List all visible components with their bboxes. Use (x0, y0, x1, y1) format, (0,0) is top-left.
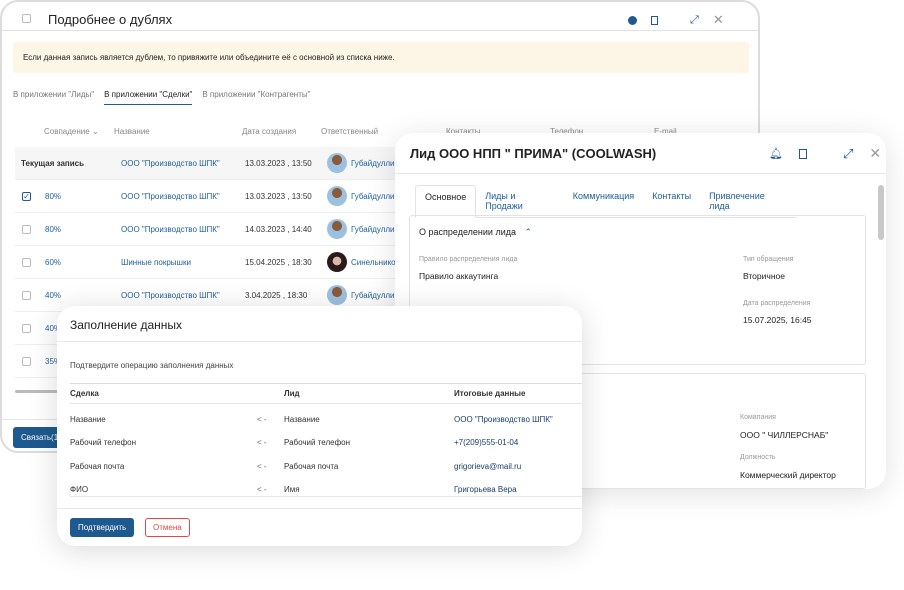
deal-name-link[interactable]: ООО "Производство ШПК" (121, 225, 220, 234)
dialog-subtitle: Подтвердите операцию заполнения данных (70, 361, 234, 370)
match-value: 80% (45, 225, 62, 234)
match-value: 40% (45, 324, 62, 333)
match-value: 80% (45, 192, 62, 201)
avatar (327, 285, 347, 305)
row-checkbox[interactable] (22, 258, 31, 267)
arrow-left-icon: < - (257, 484, 267, 494)
match-value: 60% (45, 258, 62, 267)
col-date: Дата создания (242, 127, 297, 136)
deal-name-link[interactable]: ООО "Производство ШПК" (121, 192, 220, 201)
app-tabs: В приложении "Лиды" В приложении "Сделки… (13, 90, 310, 105)
tab-acquisition[interactable]: Привлечение лида (709, 191, 765, 211)
avatar (327, 153, 347, 173)
cancel-button[interactable]: Отмена (145, 518, 190, 537)
created-date: 14.03.2023 , 14:40 (245, 225, 312, 234)
close-icon[interactable]: ✕ (712, 12, 724, 27)
tab-contacts[interactable]: Контакты (652, 191, 692, 201)
owner-link[interactable]: Губайдуллин (351, 291, 399, 300)
table-row[interactable]: ✓ 80% ООО "Производство ШПК" 13.03.2023 , 1… (15, 180, 755, 213)
document-icon[interactable] (798, 148, 807, 159)
table-row[interactable]: 80% ООО "Производство ШПК" 14.03.2023 , 14… (15, 213, 755, 246)
document-icon[interactable] (651, 15, 658, 25)
col-match[interactable]: Совпадение ⌄ (44, 127, 99, 136)
match-value: 35% (45, 357, 62, 366)
owner-link[interactable]: Губайдуллин (351, 225, 399, 234)
col-email: E-mail (654, 127, 677, 136)
expand-icon[interactable]: ⤢ (690, 13, 699, 26)
arrow-left-icon: < - (257, 415, 267, 424)
window-title: Подробнее о дублях (48, 12, 173, 27)
plus-circle-icon[interactable] (628, 15, 637, 25)
row-checkbox[interactable] (22, 324, 31, 333)
dialog-title: Заполнение данных (70, 318, 183, 332)
owner-link[interactable]: Губайдуллин (351, 192, 399, 201)
row-checkbox[interactable] (22, 291, 31, 300)
created-date: 15.04.2025 , 18:30 (245, 258, 312, 267)
lead-title: Лид ООО НПП " ПРИМА" (COOLWASH) (410, 146, 657, 161)
avatar (327, 186, 347, 206)
match-value: Текущая запись (21, 159, 85, 168)
chevron-up-icon: ⌃ (524, 227, 533, 237)
match-value: 40% (45, 291, 62, 300)
col-contacts: Контакты (446, 127, 481, 136)
tab-communication[interactable]: Коммуникация (572, 191, 635, 201)
col-owner: Ответственный (321, 127, 379, 136)
row-checkbox[interactable] (22, 225, 31, 234)
table-row[interactable]: 60% Шинные покрышки 15.04.2025 , 18:30 Сине… (15, 246, 755, 279)
close-icon[interactable]: ✕ (869, 145, 882, 161)
chevron-down-icon: ⌄ (91, 127, 99, 136)
link-button[interactable]: Связать(1) (13, 427, 69, 448)
col-phone: Телефон (550, 127, 584, 136)
deal-name-link[interactable]: ООО "Производство ШПК" (121, 159, 220, 168)
deal-name-link[interactable]: Шинные покрышки (121, 258, 191, 267)
tab-leads[interactable]: В приложении "Лиды" (13, 90, 95, 99)
bell-icon[interactable]: 🔔︎ (769, 148, 783, 160)
section-toggle[interactable]: О распределении лида ⌃ (419, 227, 533, 237)
tab-main[interactable]: Основное (415, 185, 477, 218)
tab-leads-sales[interactable]: Лиды и Продажи (485, 191, 523, 211)
tab-contractors[interactable]: В приложении "Контрагенты" (202, 90, 311, 99)
owner-link[interactable]: Губайдуллин (351, 159, 399, 168)
arrow-left-icon: < - (257, 438, 267, 448)
expand-icon[interactable]: ⤢ (842, 145, 854, 161)
arrow-left-icon: < - (257, 461, 267, 471)
row-checkbox[interactable]: ✓ (22, 192, 31, 201)
owner-link[interactable]: Синельников (351, 258, 400, 267)
created-date: 13.03.2023 , 13:50 (245, 159, 312, 168)
fill-data-dialog: Заполнение данных Подтвердите операцию з… (57, 306, 582, 546)
created-date: 3.04.2025 , 18:30 (245, 291, 308, 300)
confirm-button[interactable]: Подтвердить (70, 518, 135, 537)
deal-name-link[interactable]: ООО "Производство ШПК" (121, 291, 220, 300)
col-name: Название (114, 127, 150, 136)
avatar (327, 219, 347, 239)
created-date: 13.03.2023 , 13:50 (245, 192, 312, 201)
row-checkbox[interactable] (22, 357, 31, 366)
select-all-checkbox[interactable] (22, 14, 31, 23)
tab-deals[interactable]: В приложении "Сделки" (104, 90, 193, 105)
info-banner: Если данная запись является дублем, то п… (13, 42, 749, 73)
vertical-scrollbar[interactable] (876, 179, 886, 479)
horizontal-scrollbar[interactable] (15, 390, 75, 393)
distribution-card: О распределении лида ⌃ Правило распредел… (409, 215, 866, 365)
avatar (327, 252, 347, 272)
